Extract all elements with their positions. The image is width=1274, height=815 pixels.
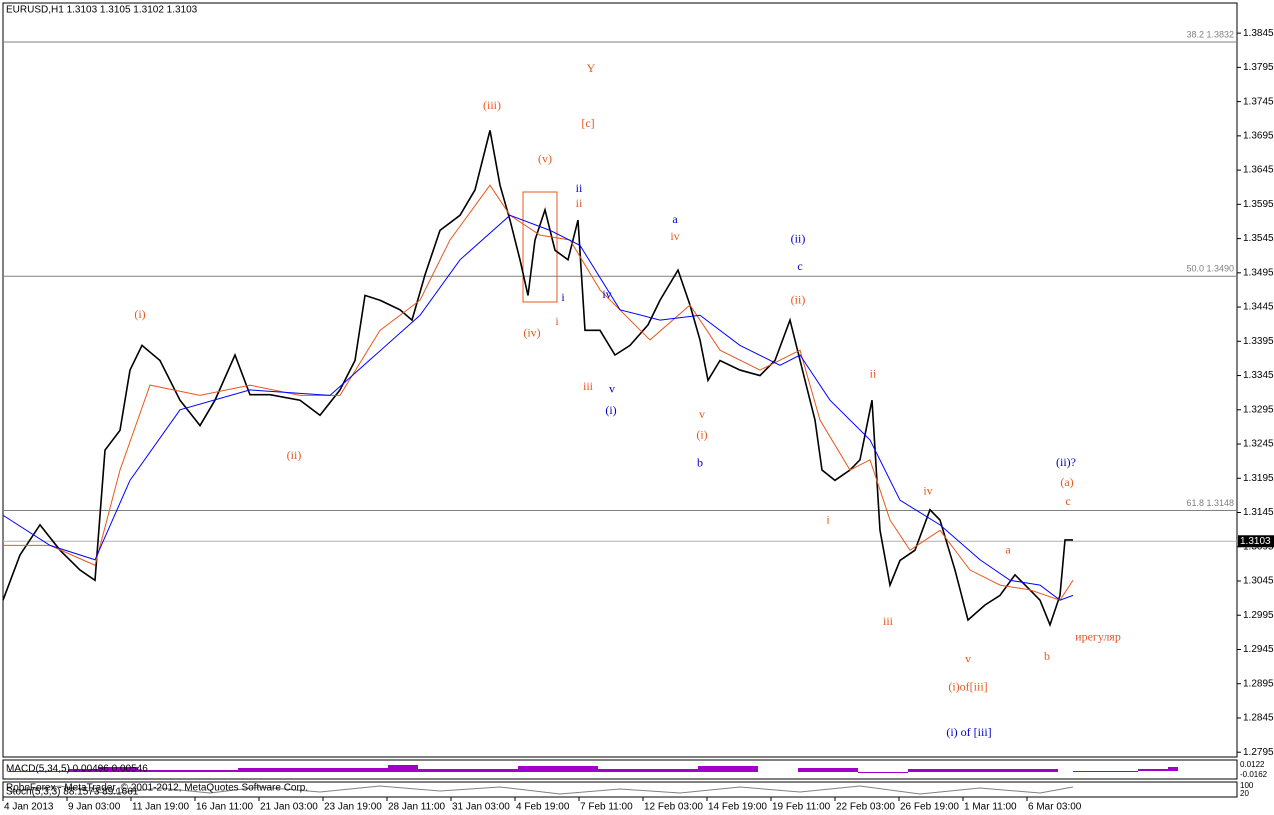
x-tick-label: 4 Jan 2013	[4, 802, 54, 813]
y-tick-label: 1.3145	[1243, 507, 1274, 518]
wave-label: ii	[870, 367, 877, 381]
wave-label: iv	[670, 229, 679, 243]
series-line	[3, 184, 1074, 601]
wave-label: (i)	[134, 307, 145, 321]
x-tick-label: 7 Feb 11:00	[580, 802, 633, 813]
wave-label: i	[826, 512, 830, 526]
y-tick-label: 1.3795	[1243, 62, 1274, 73]
y-tick-label: 1.3395	[1243, 336, 1274, 347]
stoch-label: Stoch(5,3,3) 88.1573 89.1661	[6, 787, 139, 798]
series-line	[2, 130, 1073, 628]
x-tick-label: 16 Jan 11:00	[196, 802, 254, 813]
macd-scale-label: -0.0162	[1240, 770, 1268, 779]
x-tick-label: 9 Jan 03:00	[68, 802, 121, 813]
x-tick-label: 31 Jan 03:00	[452, 802, 510, 813]
y-tick-label: 1.3445	[1243, 302, 1274, 313]
wave-label: v	[609, 382, 615, 396]
y-tick-label: 1.3695	[1243, 130, 1274, 141]
wave-label: (iii)	[483, 98, 501, 112]
wave-label: [c]	[581, 116, 594, 130]
y-tick-label: 1.2845	[1243, 713, 1274, 724]
wave-label: iv	[602, 287, 611, 301]
x-tick-label: 1 Mar 11:00	[964, 802, 1017, 813]
wave-label: (ii)	[791, 293, 806, 307]
y-tick-label: 1.2995	[1243, 610, 1274, 621]
x-tick-label: 14 Feb 19:00	[708, 802, 767, 813]
wave-label: b	[1044, 649, 1050, 663]
wave-label: (iv)	[523, 326, 540, 340]
wave-label: i	[555, 314, 559, 328]
wave-label: ii	[576, 196, 583, 210]
macd-histogram	[8, 765, 1178, 773]
x-tick-label: 11 Jan 19:00	[132, 802, 190, 813]
wave-label: iv	[923, 484, 932, 498]
y-tick-label: 1.2945	[1243, 644, 1274, 655]
wave-label: i	[561, 290, 565, 304]
wave-label: (i)of[iii]	[948, 680, 987, 694]
stoch-scale-label: 20	[1240, 789, 1249, 798]
stoch-window	[2, 781, 1238, 798]
x-tick-label: 4 Feb 19:00	[516, 802, 570, 813]
stoch-scale-label: 100	[1240, 781, 1254, 790]
highlight-box	[522, 191, 558, 303]
y-tick-label: 1.2895	[1243, 678, 1274, 689]
y-tick-label: 1.2795	[1243, 747, 1274, 758]
level-label: 50.0 1.3490	[1186, 264, 1234, 274]
wave-label: Y	[587, 61, 596, 75]
y-tick-label: 1.3595	[1243, 199, 1274, 210]
y-tick-label: 1.3345	[1243, 370, 1274, 381]
y-tick-label: 1.3495	[1243, 267, 1274, 278]
wave-label: a	[1005, 543, 1011, 557]
x-tick-label: 6 Mar 03:00	[1028, 802, 1082, 813]
y-tick-label: 1.3745	[1243, 96, 1274, 107]
copyright: RoboForex - MetaTrader, © 2001-2012, Met…	[6, 783, 308, 794]
y-tick-label: 1.3845	[1243, 28, 1274, 39]
wave-label: c	[1065, 494, 1070, 508]
x-tick-label: 19 Feb 11:00	[772, 802, 831, 813]
macd-label: MACD(5,34,5) 0.00496 0.00546	[6, 764, 148, 775]
macd-window	[2, 759, 1238, 780]
level-label: 38.2 1.3832	[1186, 29, 1234, 39]
chart-title: EURUSD,H1 1.3103 1.3105 1.3102 1.3103	[6, 5, 198, 16]
current-price-label: 1.3103	[1240, 536, 1271, 547]
wave-label: a	[672, 212, 678, 226]
wave-label: v	[699, 407, 705, 421]
wave-label: (i)	[696, 428, 707, 442]
wave-label: (ii)?	[1056, 455, 1076, 469]
wave-label: ii	[576, 181, 583, 195]
wave-label: (i) of [iii]	[946, 725, 991, 739]
x-tick-label: 23 Jan 19:00	[324, 802, 382, 813]
y-tick-label: 1.3645	[1243, 165, 1274, 176]
x-tick-label: 21 Jan 03:00	[260, 802, 318, 813]
y-tick-label: 1.3545	[1243, 233, 1274, 244]
series-line	[2, 214, 1074, 601]
x-tick-label: 22 Feb 03:00	[836, 802, 895, 813]
wave-label: (v)	[538, 152, 552, 166]
x-tick-label: 12 Feb 03:00	[644, 802, 703, 813]
main-window	[2, 2, 1238, 758]
x-tick-label: 26 Feb 19:00	[900, 802, 959, 813]
wave-label: v	[965, 652, 971, 666]
wave-label: b	[697, 456, 703, 470]
x-tick-label: 28 Jan 11:00	[388, 802, 446, 813]
wave-label: (i)	[605, 403, 616, 417]
y-tick-label: 1.3195	[1243, 473, 1274, 484]
wave-label: c	[797, 259, 802, 273]
wave-label: (ii)	[287, 448, 302, 462]
wave-label: iii	[883, 614, 894, 628]
wave-label: ирегуляр	[1075, 630, 1121, 644]
y-tick-label: 1.3245	[1243, 439, 1274, 450]
y-tick-label: 1.3295	[1243, 404, 1274, 415]
current-price-box	[1238, 535, 1274, 548]
macd-scale-label: 0.0122	[1240, 760, 1265, 769]
y-tick-label: 1.3045	[1243, 576, 1274, 587]
level-label: 61.8 1.3148	[1186, 498, 1234, 508]
wave-label: (a)	[1060, 475, 1073, 489]
wave-label: (ii)	[791, 232, 806, 246]
stoch-line	[9, 785, 1074, 795]
wave-label: iii	[583, 379, 594, 393]
